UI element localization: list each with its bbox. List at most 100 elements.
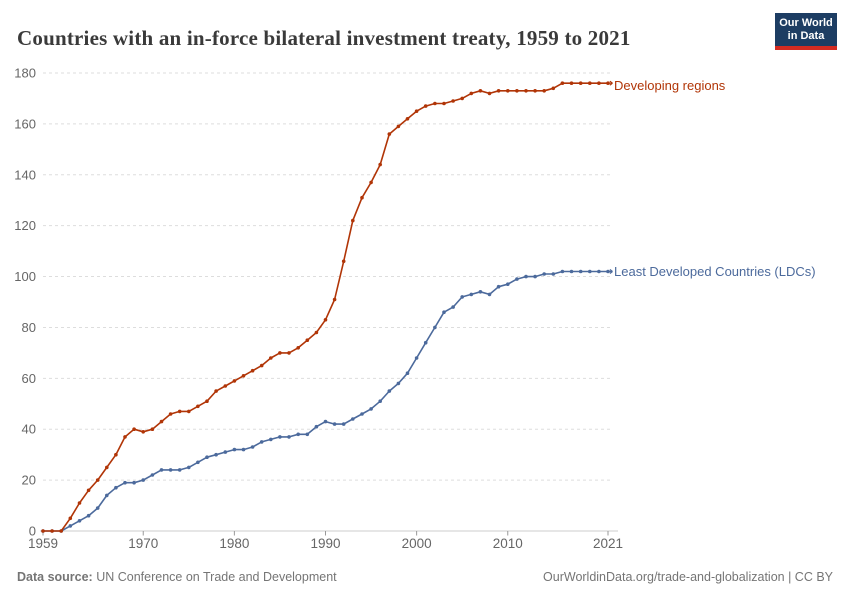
data-point-developing-regions	[168, 412, 173, 416]
data-point-least-developed-countries-ldcs	[150, 473, 155, 477]
data-point-developing-regions	[460, 96, 465, 101]
data-point-least-developed-countries-ldcs	[478, 290, 483, 294]
data-point-least-developed-countries-ldcs	[86, 513, 91, 518]
data-point-developing-regions	[50, 529, 54, 533]
data-point-developing-regions	[578, 81, 583, 85]
data-point-least-developed-countries-ldcs	[506, 282, 510, 287]
data-point-developing-regions	[515, 89, 519, 93]
data-point-developing-regions	[405, 117, 410, 121]
data-point-least-developed-countries-ldcs	[369, 407, 373, 411]
x-tick-label: 2021	[593, 536, 623, 551]
data-point-least-developed-countries-ldcs	[351, 417, 355, 421]
data-point-least-developed-countries-ldcs	[414, 356, 419, 360]
data-point-least-developed-countries-ldcs	[569, 269, 574, 274]
data-point-least-developed-countries-ldcs	[542, 272, 546, 276]
data-point-least-developed-countries-ldcs	[105, 493, 109, 498]
y-tick-label: 80	[22, 320, 36, 335]
data-point-developing-regions	[451, 99, 455, 103]
data-point-least-developed-countries-ldcs	[223, 450, 228, 454]
data-point-least-developed-countries-ldcs	[423, 340, 428, 345]
data-point-least-developed-countries-ldcs	[451, 305, 455, 309]
data-point-developing-regions	[369, 180, 373, 185]
data-point-least-developed-countries-ldcs	[578, 269, 583, 274]
data-point-developing-regions	[478, 89, 483, 93]
data-point-least-developed-countries-ldcs	[241, 447, 246, 452]
y-tick-label: 0	[29, 524, 36, 539]
data-point-least-developed-countries-ldcs	[597, 269, 601, 274]
y-tick-label: 20	[22, 473, 36, 488]
data-point-developing-regions	[323, 318, 328, 322]
y-tick-label: 140	[14, 167, 36, 182]
data-point-developing-regions	[560, 81, 565, 85]
data-point-least-developed-countries-ldcs	[159, 468, 164, 472]
data-point-developing-regions	[524, 89, 528, 93]
data-point-least-developed-countries-ldcs	[205, 455, 209, 460]
data-point-least-developed-countries-ldcs	[405, 371, 410, 376]
data-point-developing-regions	[287, 351, 291, 355]
data-point-developing-regions	[59, 529, 63, 533]
data-point-developing-regions	[569, 81, 574, 85]
data-point-least-developed-countries-ldcs	[524, 274, 528, 279]
data-point-least-developed-countries-ldcs	[259, 440, 264, 444]
data-point-developing-regions	[77, 501, 82, 505]
x-tick-label: 2000	[402, 536, 432, 551]
data-point-developing-regions	[278, 351, 282, 355]
data-point-developing-regions	[533, 89, 537, 93]
data-point-developing-regions	[223, 384, 228, 388]
data-point-developing-regions	[95, 478, 100, 482]
data-point-least-developed-countries-ldcs	[114, 485, 118, 490]
data-point-developing-regions	[114, 452, 118, 457]
data-point-developing-regions	[150, 427, 155, 432]
data-point-developing-regions	[41, 529, 45, 533]
series-line-developing-regions	[43, 82, 608, 532]
data-point-least-developed-countries-ldcs	[287, 435, 291, 439]
data-source-note: Data source: UN Conference on Trade and …	[17, 570, 337, 584]
data-point-least-developed-countries-ldcs	[123, 480, 127, 485]
data-point-least-developed-countries-ldcs	[332, 422, 337, 426]
data-point-least-developed-countries-ldcs	[250, 445, 255, 449]
data-point-least-developed-countries-ldcs	[560, 269, 565, 274]
owid-credit-link[interactable]: OurWorldinData.org/trade-and-globalizati…	[543, 570, 833, 584]
y-tick-label: 180	[14, 66, 36, 81]
data-point-developing-regions	[196, 404, 200, 409]
data-point-least-developed-countries-ldcs	[533, 274, 537, 279]
data-point-developing-regions	[141, 430, 145, 434]
data-point-least-developed-countries-ldcs	[141, 478, 145, 482]
x-tick-label: 1970	[128, 536, 158, 551]
data-point-developing-regions	[305, 338, 310, 343]
owid-logo[interactable]: Our World in Data	[775, 13, 837, 50]
data-point-developing-regions	[506, 89, 510, 93]
data-point-developing-regions	[469, 91, 474, 96]
data-point-developing-regions	[588, 81, 592, 85]
x-tick-label: 2010	[493, 536, 523, 551]
data-point-developing-regions	[433, 101, 437, 106]
data-point-developing-regions	[269, 356, 273, 360]
data-point-developing-regions	[597, 81, 601, 85]
data-point-least-developed-countries-ldcs	[95, 506, 100, 510]
data-point-least-developed-countries-ldcs	[469, 292, 474, 297]
series-label-developing-regions: Developing regions	[614, 78, 726, 93]
data-point-developing-regions	[177, 409, 182, 414]
data-point-developing-regions	[387, 132, 392, 136]
data-point-developing-regions	[341, 259, 346, 264]
data-point-developing-regions	[414, 109, 419, 113]
data-point-developing-regions	[496, 89, 501, 93]
y-tick-label: 60	[22, 371, 36, 386]
data-point-least-developed-countries-ldcs	[387, 389, 392, 393]
data-point-least-developed-countries-ldcs	[515, 277, 519, 281]
data-point-least-developed-countries-ldcs	[196, 460, 200, 465]
data-point-developing-regions	[396, 124, 401, 129]
series-line-least-developed-countries-ldcs	[43, 270, 608, 532]
y-tick-label: 100	[14, 269, 36, 284]
data-point-developing-regions	[332, 297, 337, 302]
data-point-developing-regions	[159, 419, 164, 424]
data-point-least-developed-countries-ldcs	[132, 480, 136, 485]
data-point-developing-regions	[250, 368, 255, 373]
data-point-developing-regions	[232, 379, 237, 383]
data-point-least-developed-countries-ldcs	[360, 412, 364, 416]
data-point-least-developed-countries-ldcs	[296, 432, 301, 437]
data-point-least-developed-countries-ldcs	[305, 432, 310, 437]
data-source-value: UN Conference on Trade and Development	[92, 570, 337, 584]
